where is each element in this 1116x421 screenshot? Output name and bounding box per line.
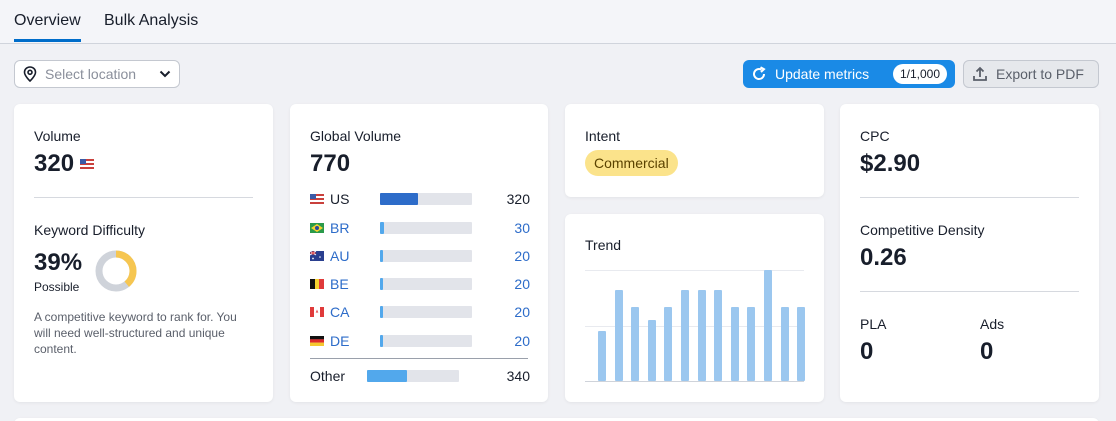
- country-volume[interactable]: 20: [514, 333, 530, 349]
- de-flag-icon: [310, 336, 324, 346]
- update-count-badge: 1/1,000: [892, 64, 947, 84]
- pla-value: 0: [860, 338, 874, 365]
- trend-bar[interactable]: [747, 306, 756, 381]
- country-code[interactable]: AU: [330, 248, 350, 264]
- country-row[interactable]: CA 20: [310, 303, 530, 321]
- volume-label: Volume: [34, 128, 81, 144]
- global-volume-label: Global Volume: [310, 128, 402, 144]
- volume-bar: [380, 335, 472, 347]
- country-code[interactable]: BE: [330, 276, 349, 292]
- ads-label: Ads: [980, 316, 1005, 332]
- other-row: Other 340: [310, 367, 530, 385]
- gridline: [585, 270, 804, 271]
- upload-icon: [973, 66, 987, 81]
- other-label: Other: [310, 368, 346, 384]
- country-code[interactable]: CA: [330, 304, 350, 320]
- trend-bar[interactable]: [764, 270, 772, 381]
- cpc-card: CPC $2.90 Competitive Density 0.26 PLA 0…: [840, 104, 1099, 402]
- update-metrics-label: Update metrics: [775, 66, 870, 82]
- trend-bar[interactable]: [697, 289, 706, 381]
- trend-bar[interactable]: [730, 306, 739, 381]
- trend-label: Trend: [585, 237, 622, 253]
- chevron-down-icon: [159, 70, 171, 78]
- volume-value: 320: [34, 150, 75, 177]
- trend-bar[interactable]: [664, 306, 673, 381]
- country-volume[interactable]: 30: [514, 220, 530, 236]
- trend-bar[interactable]: [797, 306, 806, 381]
- tab-overview[interactable]: Overview: [14, 12, 81, 42]
- ca-flag-icon: [310, 307, 324, 317]
- country-code: US: [330, 191, 350, 207]
- tab-bar: Overview Bulk Analysis: [0, 0, 1116, 44]
- export-pdf-button[interactable]: Export to PDF: [963, 60, 1099, 88]
- volume-bar: [380, 278, 472, 290]
- volume-bar: [380, 193, 472, 205]
- divider: [34, 197, 253, 198]
- br-flag-icon: [310, 223, 324, 233]
- trend-card: Trend: [565, 214, 824, 402]
- location-pin-icon: [23, 66, 37, 82]
- cpc-label: CPC: [860, 128, 890, 144]
- country-row[interactable]: BR 30: [310, 219, 530, 237]
- country-volume[interactable]: 20: [514, 248, 530, 264]
- volume-bar: [380, 306, 472, 318]
- location-select[interactable]: Select location: [14, 60, 180, 88]
- kd-value: 39%: [34, 249, 83, 276]
- country-row[interactable]: US 320: [310, 190, 530, 208]
- volume-bar: [380, 222, 472, 234]
- divider: [310, 358, 528, 359]
- kd-label: Keyword Difficulty: [34, 222, 146, 238]
- country-volume[interactable]: 20: [514, 276, 530, 292]
- intent-label: Intent: [585, 128, 621, 144]
- au-flag-icon: [310, 251, 324, 261]
- divider: [860, 291, 1079, 292]
- pla-label: PLA: [860, 316, 887, 332]
- kd-description: A competitive keyword to rank for. You w…: [34, 310, 237, 356]
- global-volume-value: 770: [310, 150, 351, 177]
- trend-bar[interactable]: [647, 319, 656, 381]
- intent-badge: Commercial: [585, 150, 678, 176]
- country-code[interactable]: BR: [330, 220, 350, 236]
- trend-bar[interactable]: [714, 289, 723, 381]
- location-placeholder: Select location: [45, 66, 137, 82]
- other-volume: 340: [506, 368, 530, 384]
- gridline: [585, 381, 804, 382]
- be-flag-icon: [310, 279, 324, 289]
- volume-bar: [367, 370, 459, 382]
- volume-bar: [380, 250, 472, 262]
- country-code[interactable]: DE: [330, 333, 350, 349]
- kd-gauge: [95, 250, 137, 292]
- refresh-icon: [753, 66, 766, 80]
- country-row[interactable]: BE 20: [310, 275, 530, 293]
- update-metrics-button[interactable]: Update metrics 1/1,000: [743, 60, 955, 88]
- next-section-card: [14, 418, 1099, 421]
- global-volume-card: Global Volume 770 US 320 BR 30 AU 20 BE …: [290, 104, 548, 402]
- trend-bar[interactable]: [681, 289, 689, 381]
- gridline: [585, 326, 804, 327]
- us-flag-icon: [80, 159, 95, 169]
- trend-bar[interactable]: [780, 306, 789, 381]
- country-row[interactable]: AU 20: [310, 247, 530, 265]
- export-pdf-label: Export to PDF: [996, 66, 1084, 82]
- us-flag-icon: [310, 194, 324, 204]
- density-label: Competitive Density: [860, 222, 985, 238]
- trend-bar[interactable]: [598, 331, 606, 381]
- tab-bulk-analysis[interactable]: Bulk Analysis: [104, 12, 199, 29]
- cpc-value: $2.90: [860, 150, 921, 177]
- country-row[interactable]: DE 20: [310, 332, 530, 350]
- density-value: 0.26: [860, 244, 907, 271]
- intent-card: Intent Commercial: [565, 104, 824, 197]
- ads-value: 0: [980, 338, 994, 365]
- kd-level: Possible: [34, 280, 80, 294]
- divider: [860, 197, 1079, 198]
- country-volume[interactable]: 20: [514, 304, 530, 320]
- volume-card: Volume 320 Keyword Difficulty 39% Possib…: [14, 104, 273, 402]
- trend-bar[interactable]: [614, 289, 623, 381]
- trend-bar[interactable]: [631, 306, 640, 381]
- country-volume: 320: [506, 191, 530, 207]
